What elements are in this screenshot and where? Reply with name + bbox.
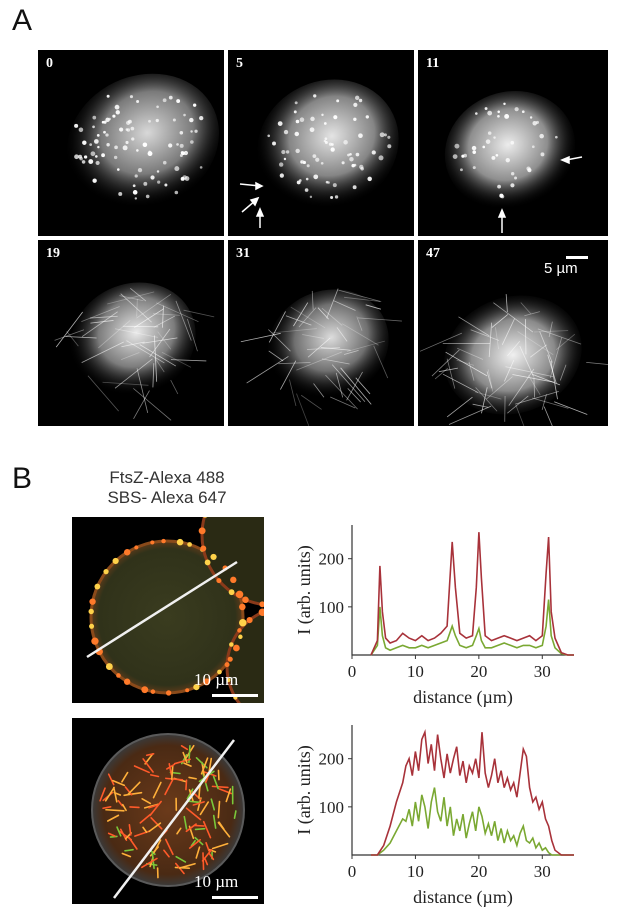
x-tick-label: 30 [534, 862, 551, 881]
frame-image [54, 282, 215, 421]
frame-tile: 5 [228, 50, 414, 236]
line-profile-path [113, 739, 235, 899]
x-tick-label: 20 [470, 662, 487, 681]
x-axis-label: distance (µm) [413, 887, 513, 908]
y-tick-label: 200 [319, 750, 345, 769]
scale-bar-label: 10 µm [194, 872, 239, 891]
frame-time-label: 19 [46, 246, 60, 261]
x-axis-label: distance (µm) [413, 687, 513, 708]
intensity-profile-chart-network: 0 10 20 30 100 200 distance (µm) I (arb. units) [294, 725, 574, 908]
frame-time-label: 0 [46, 56, 53, 71]
x-tick-label: 20 [470, 862, 487, 881]
scale-bar [212, 896, 258, 899]
x-tick-label: 10 [407, 862, 424, 881]
scale-bar [212, 694, 258, 697]
x-tick-label: 0 [348, 862, 357, 881]
frame-time-label: 31 [236, 246, 250, 261]
micrograph-network: 10 µm [72, 718, 264, 904]
y-tick-label: 100 [319, 598, 345, 617]
frame-time-label: 47 [426, 246, 440, 261]
x-tick-label: 0 [348, 662, 357, 681]
panel-a-letter: A [12, 4, 33, 37]
series-line [371, 729, 574, 856]
frame-image [240, 288, 402, 426]
frame-tile: 19 [38, 240, 224, 426]
scale-bar [566, 256, 588, 259]
frame-time-label: 5 [236, 56, 243, 71]
frame-image [239, 79, 399, 228]
y-axis-label: I (arb. units) [294, 545, 315, 634]
intensity-profile-chart-rim: 0 10 20 30 100 200 distance (µm) I (arb. units) [294, 525, 574, 708]
series-line [370, 599, 574, 656]
fluorophore-caption: FtsZ-Alexa 488 SBS- Alexa 647 [62, 468, 272, 508]
frame-image [444, 91, 583, 233]
scale-bar-label: 10 µm [194, 670, 239, 689]
frame-time-label: 11 [426, 56, 440, 71]
frame-tile: 0 [38, 50, 224, 236]
y-axis-label: I (arb. units) [294, 745, 315, 834]
frame-tile: 31 [228, 240, 414, 426]
series-line [370, 532, 574, 656]
micrograph-rim: 10 µm [72, 517, 264, 703]
panel-a-grid: 0 5 [38, 50, 608, 428]
y-tick-label: 100 [319, 798, 345, 817]
frame-tile: 47 5 µm [418, 240, 608, 426]
frame-image [419, 256, 608, 426]
caption-line-sbs: SBS- Alexa 647 [107, 488, 227, 507]
frame-image [67, 73, 219, 211]
axis-lines [351, 725, 574, 856]
frame-tile: 11 [418, 50, 608, 236]
series-line [371, 787, 574, 856]
scale-bar-label: 5 µm [544, 260, 578, 277]
caption-line-ftsz: FtsZ-Alexa 488 [109, 468, 225, 487]
panel-b-letter: B [12, 462, 33, 495]
x-tick-label: 10 [407, 662, 424, 681]
arrow-markers [239, 181, 265, 228]
x-tick-label: 30 [534, 662, 551, 681]
y-tick-label: 200 [319, 550, 345, 569]
arrow-markers [497, 155, 583, 233]
line-profile-path [86, 560, 238, 659]
